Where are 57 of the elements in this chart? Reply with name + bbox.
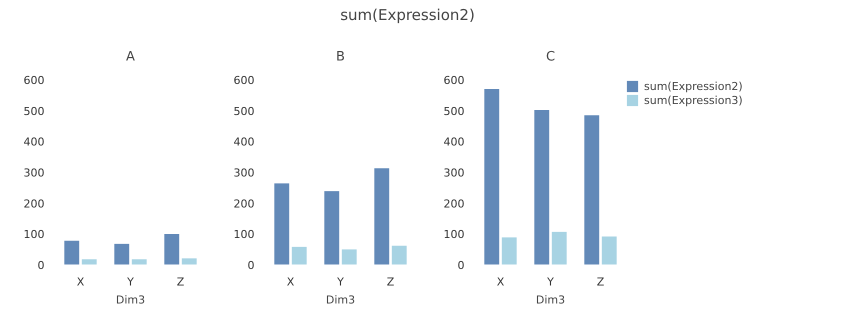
y-tick-label: 100 — [444, 228, 465, 242]
text: sum(Expression2) — [340, 5, 475, 26]
bar — [602, 236, 617, 264]
y-tick-label: 0 — [38, 259, 44, 272]
y-tick-label: 100 — [24, 228, 45, 242]
bar — [374, 168, 390, 264]
x-tick-label: Y — [546, 276, 554, 288]
y-tick-label: 500 — [444, 104, 465, 118]
x-tick-label: X — [286, 276, 295, 288]
bar — [64, 240, 80, 264]
bar — [484, 89, 500, 264]
bar — [342, 249, 357, 264]
y-tick-label: 200 — [24, 197, 45, 210]
y-tick-label: 200 — [444, 197, 465, 210]
y-tick-label: 300 — [444, 166, 465, 180]
bar — [132, 259, 147, 264]
y-tick-label: 300 — [234, 166, 255, 180]
bar — [114, 244, 130, 264]
bar — [534, 110, 550, 264]
y-tick-label: 0 — [458, 259, 464, 272]
legend-label: sum(Expression3) — [644, 94, 743, 106]
y-tick-label: 400 — [24, 136, 45, 149]
legend-label: sum(Expression2) — [644, 80, 743, 92]
x-tick-label: Z — [386, 276, 395, 288]
y-tick-label: 300 — [24, 166, 45, 180]
bar — [584, 115, 600, 264]
bar — [182, 258, 197, 264]
y-tick-label: 400 — [444, 136, 465, 149]
y-tick-label: 500 — [234, 104, 255, 118]
x-tick-label: Z — [176, 276, 185, 288]
bar — [164, 234, 180, 264]
y-tick-label: 600 — [24, 74, 45, 87]
bar — [324, 191, 340, 264]
x-axis-title: Dim3 — [326, 294, 356, 306]
y-tick-label: 200 — [234, 197, 255, 210]
y-tick-label: 400 — [234, 136, 255, 149]
chart-title: A — [126, 50, 136, 64]
bar — [292, 246, 307, 264]
x-axis-title: Dim3 — [536, 294, 566, 306]
y-tick-label: 600 — [234, 74, 255, 87]
chart-title: B — [336, 50, 345, 64]
chart-title: C — [546, 50, 556, 64]
x-axis-title: Dim3 — [116, 294, 146, 306]
y-tick-label: 600 — [444, 74, 465, 87]
x-tick-label: Y — [126, 276, 134, 288]
bar — [552, 232, 567, 264]
bar — [274, 183, 290, 264]
x-tick-label: X — [76, 276, 85, 288]
bar — [392, 246, 407, 264]
y-tick-label: 100 — [234, 228, 255, 242]
x-tick-label: X — [496, 276, 505, 288]
x-tick-label: Z — [596, 276, 605, 288]
y-tick-label: 500 — [24, 104, 45, 118]
x-tick-label: Y — [336, 276, 344, 288]
bar — [82, 259, 97, 264]
bar — [502, 237, 517, 264]
y-tick-label: 0 — [248, 259, 254, 272]
